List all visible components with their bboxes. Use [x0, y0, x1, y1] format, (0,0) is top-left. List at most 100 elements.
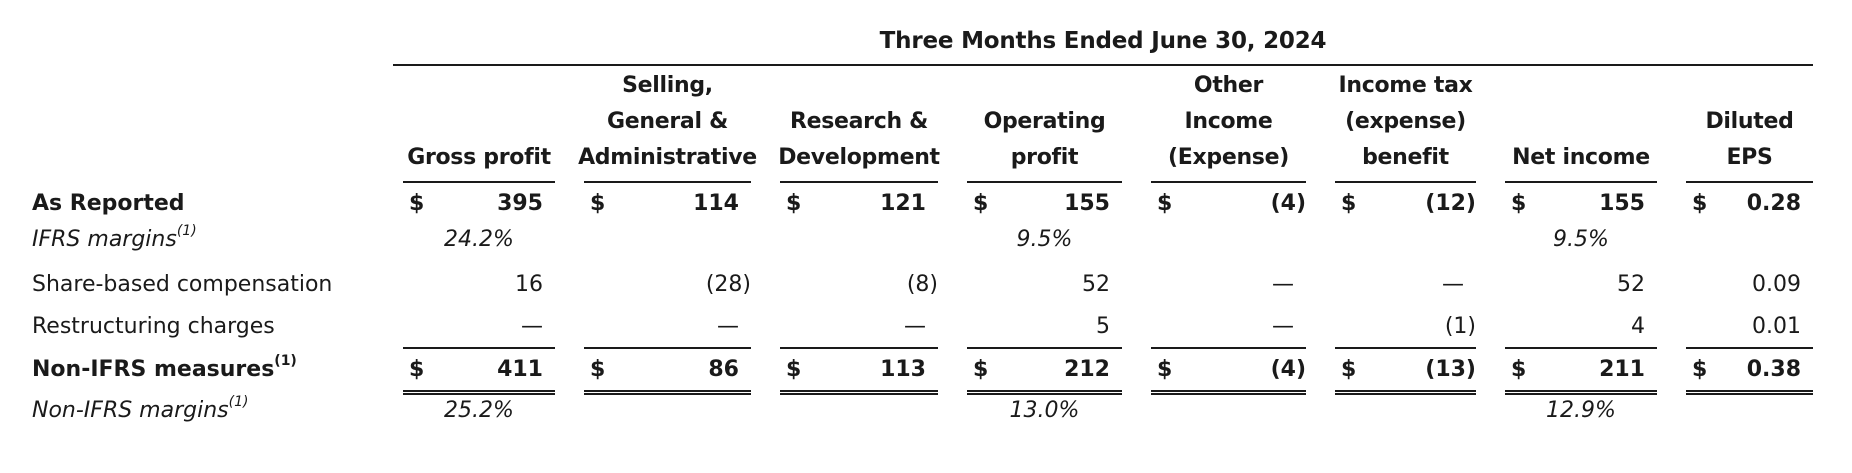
column-header-line: EPS — [1726, 145, 1773, 170]
cell-net_income: 4 — [1631, 314, 1645, 339]
currency-symbol: $ — [1511, 191, 1527, 216]
cell-net_income: 52 — [1617, 272, 1645, 297]
cell-income_tax: — — [1442, 272, 1464, 297]
cell-gross_profit: 16 — [515, 272, 543, 297]
column-header-line: benefit — [1362, 145, 1449, 170]
column-header-line: Net income — [1512, 145, 1650, 170]
column-header-line: Income tax — [1338, 73, 1473, 98]
cell-sga: 86 — [708, 357, 739, 382]
column-header-rule — [967, 181, 1122, 183]
cell-rd: (8) — [906, 272, 938, 297]
cell-diluted_eps: 0.38 — [1746, 357, 1801, 382]
period-title-rule — [393, 64, 1813, 66]
column-header-line: Gross profit — [407, 145, 551, 170]
cell-underline — [967, 390, 1122, 392]
currency-symbol: $ — [1157, 191, 1173, 216]
cell-operating_profit: 52 — [1082, 272, 1110, 297]
cell-gross_profit: 395 — [497, 191, 543, 216]
column-header-line: Operating — [983, 109, 1106, 134]
cell-underline — [967, 347, 1122, 349]
table-row-ifrs_margins: IFRS margins(1) 24.2% 9.5% 9.5% — [0, 222, 1852, 258]
row-label: IFRS margins(1) — [32, 222, 197, 258]
currency-symbol: $ — [590, 357, 606, 382]
row-label-text: Non-IFRS measures — [32, 357, 275, 382]
column-header-line: General & — [607, 109, 728, 134]
currency-symbol: $ — [786, 191, 802, 216]
cell-other_income: — — [1272, 314, 1294, 339]
cell-other_income: — — [1272, 272, 1294, 297]
cell-operating_profit: 212 — [1064, 357, 1110, 382]
currency-symbol: $ — [973, 357, 989, 382]
column-header-line: Other — [1193, 73, 1264, 98]
row-label-text: As Reported — [32, 191, 185, 216]
cell-operating_profit: 9.5% — [1016, 227, 1073, 252]
row-label: Non-IFRS margins(1) — [32, 393, 248, 429]
column-header-gross_profit: Gross profit — [393, 70, 565, 176]
footnote-marker: (1) — [176, 222, 197, 239]
table-row-restructuring: Restructuring charges — — — 5 — (1) 4 0.01 — [0, 309, 1852, 349]
cell-operating_profit: 5 — [1096, 314, 1110, 339]
row-label: As Reported — [32, 186, 185, 222]
cell-gross_profit: 411 — [497, 357, 543, 382]
cell-underline — [1151, 347, 1306, 349]
cell-gross_profit: 25.2% — [444, 398, 514, 423]
cell-underline — [780, 390, 938, 392]
cell-underline — [403, 390, 555, 392]
cell-rd: 121 — [880, 191, 926, 216]
cell-double-underline — [1151, 393, 1306, 395]
row-label-text: IFRS margins — [32, 227, 177, 252]
currency-symbol: $ — [973, 191, 989, 216]
cell-double-underline — [1505, 393, 1657, 395]
cell-rd: — — [904, 314, 926, 339]
cell-other_income: (4) — [1270, 357, 1306, 382]
column-header-rule — [1151, 181, 1306, 183]
cell-underline — [780, 347, 938, 349]
table-row-as_reported: As Reported $395 $114 $121 $155 $ (4) $ (12) $155… — [0, 186, 1852, 222]
cell-sga: 114 — [693, 191, 739, 216]
column-header-rule — [780, 181, 938, 183]
column-header-rule — [1335, 181, 1476, 183]
column-header-line: Selling, — [622, 73, 713, 98]
cell-double-underline — [780, 393, 938, 395]
column-header-net_income: Net income — [1495, 70, 1667, 176]
currency-symbol: $ — [1692, 191, 1708, 216]
table-row-non_ifrs_margins: Non-IFRS margins(1) 25.2% 13.0% 12.9% — [0, 393, 1852, 429]
cell-income_tax: (13) — [1425, 357, 1476, 382]
cell-diluted_eps: 0.01 — [1752, 314, 1801, 339]
row-label: Share-based compensation — [32, 267, 332, 303]
cell-net_income: 12.9% — [1546, 398, 1616, 423]
column-header-line: Administrative — [578, 145, 757, 170]
column-header-line: profit — [1010, 145, 1079, 170]
cell-double-underline — [403, 393, 555, 395]
cell-underline — [584, 347, 751, 349]
column-header-line: Development — [778, 145, 940, 170]
column-header-line: Diluted — [1705, 109, 1794, 134]
footnote-marker: (1) — [274, 352, 297, 369]
currency-symbol: $ — [786, 357, 802, 382]
currency-symbol: $ — [1692, 357, 1708, 382]
cell-double-underline — [1686, 393, 1813, 395]
period-title: Three Months Ended June 30, 2024 — [879, 28, 1327, 54]
footnote-marker: (1) — [228, 393, 249, 410]
cell-rd: 113 — [880, 357, 926, 382]
cell-underline — [584, 390, 751, 392]
row-label-text: Non-IFRS margins — [32, 398, 229, 423]
cell-operating_profit: 13.0% — [1009, 398, 1080, 423]
cell-underline — [1151, 390, 1306, 392]
cell-net_income: 9.5% — [1553, 227, 1609, 252]
column-header-operating_profit: Operating profit — [957, 70, 1132, 176]
column-header-other_income: Other Income (Expense) — [1141, 70, 1316, 176]
table-row-non_ifrs: Non-IFRS measures(1) $411 $86 $113 $212 $ (4) $… — [0, 352, 1852, 395]
currency-symbol: $ — [409, 357, 425, 382]
column-header-rule — [1505, 181, 1657, 183]
cell-net_income: 155 — [1599, 191, 1645, 216]
row-label: Non-IFRS measures(1) — [32, 352, 297, 388]
column-header-line: (Expense) — [1168, 145, 1289, 170]
cell-underline — [403, 347, 555, 349]
cell-underline — [1686, 390, 1813, 392]
currency-symbol: $ — [590, 191, 606, 216]
currency-symbol: $ — [1511, 357, 1527, 382]
column-header-rule — [584, 181, 751, 183]
column-header-line: Research & — [789, 109, 929, 134]
cell-underline — [1335, 347, 1476, 349]
